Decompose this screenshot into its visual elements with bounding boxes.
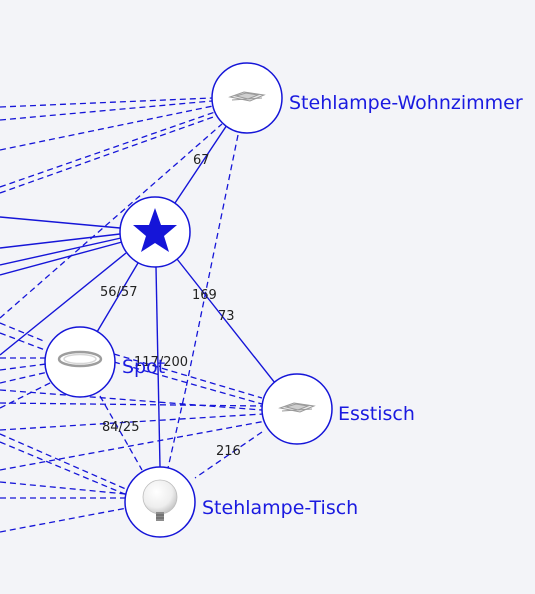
node-label-stehlampe-wohnzimmer: Stehlampe-Wohnzimmer xyxy=(289,92,523,114)
edge-label-hub-wohnzimmer: 67 xyxy=(193,153,210,168)
edge-solid xyxy=(0,252,127,356)
edge-hub-wohnzimmer xyxy=(174,124,228,204)
edge-label-hub-esstisch-b: 73 xyxy=(218,309,235,324)
node-label-spot: Spot xyxy=(122,356,165,378)
edge-label-spot-tisch: 84/25 xyxy=(102,420,139,435)
edge-dashed xyxy=(0,441,128,496)
edge-dashed xyxy=(0,97,213,108)
edge-hub-spot xyxy=(96,262,139,333)
node-spot[interactable]: Spot xyxy=(44,326,165,398)
ring-lamp-icon xyxy=(57,350,103,368)
light-bulb-icon xyxy=(142,479,178,521)
node-label-stehlampe-tisch: Stehlampe-Tisch xyxy=(202,497,358,519)
edge-dashed xyxy=(0,322,47,343)
star-icon xyxy=(133,208,177,252)
edge-dashed xyxy=(0,413,264,431)
edge-label-hub-spot: 56/57 xyxy=(100,285,137,300)
node-esstisch[interactable]: Esstisch xyxy=(261,373,415,445)
edge-dashed xyxy=(194,431,263,479)
edge-dashed xyxy=(113,361,263,405)
edge-dashed xyxy=(0,481,127,495)
edge-dashed xyxy=(99,395,143,471)
edge-solid xyxy=(0,241,123,276)
edge-dashed xyxy=(0,332,46,351)
edge-dashed xyxy=(0,111,216,188)
edge-label-esstisch-tisch: 216 xyxy=(216,444,241,459)
edge-dashed xyxy=(0,371,49,384)
edge-dashed xyxy=(0,100,213,121)
ceiling-lamp-icon xyxy=(228,91,266,102)
edge-dashed xyxy=(113,353,263,399)
edge-hub-esstisch xyxy=(176,258,276,384)
edge-label-layer: 67 56/57 169 73 117/200 84/25 216 xyxy=(100,153,241,459)
node-stehlampe-tisch[interactable]: Stehlampe-Tisch xyxy=(124,466,358,538)
edge-solid xyxy=(0,216,121,229)
node-label-esstisch: Esstisch xyxy=(338,403,415,425)
edge-layer xyxy=(0,97,276,533)
edge-dashed xyxy=(185,134,239,389)
edge-solid xyxy=(0,237,122,266)
edge-dashed xyxy=(0,433,129,491)
edge-label-hub-esstisch-a: 169 xyxy=(192,288,217,303)
node-stehlampe-wohnzimmer[interactable]: Stehlampe-Wohnzimmer xyxy=(211,62,523,134)
ceiling-lamp-icon xyxy=(278,402,316,413)
edge-dashed xyxy=(0,115,217,194)
edge-dashed xyxy=(0,105,214,151)
edge-dashed xyxy=(0,420,267,471)
hub-node[interactable] xyxy=(119,196,191,268)
edge-dashed xyxy=(167,387,187,469)
edge-dashed xyxy=(0,123,223,319)
edge-label-hub-tisch: 117/200 xyxy=(134,355,188,370)
edge-dashed xyxy=(0,507,128,533)
edge-dashed xyxy=(0,363,47,371)
edge-dashed xyxy=(0,389,263,411)
edge-solid xyxy=(0,233,121,249)
edge-dashed xyxy=(0,402,263,407)
